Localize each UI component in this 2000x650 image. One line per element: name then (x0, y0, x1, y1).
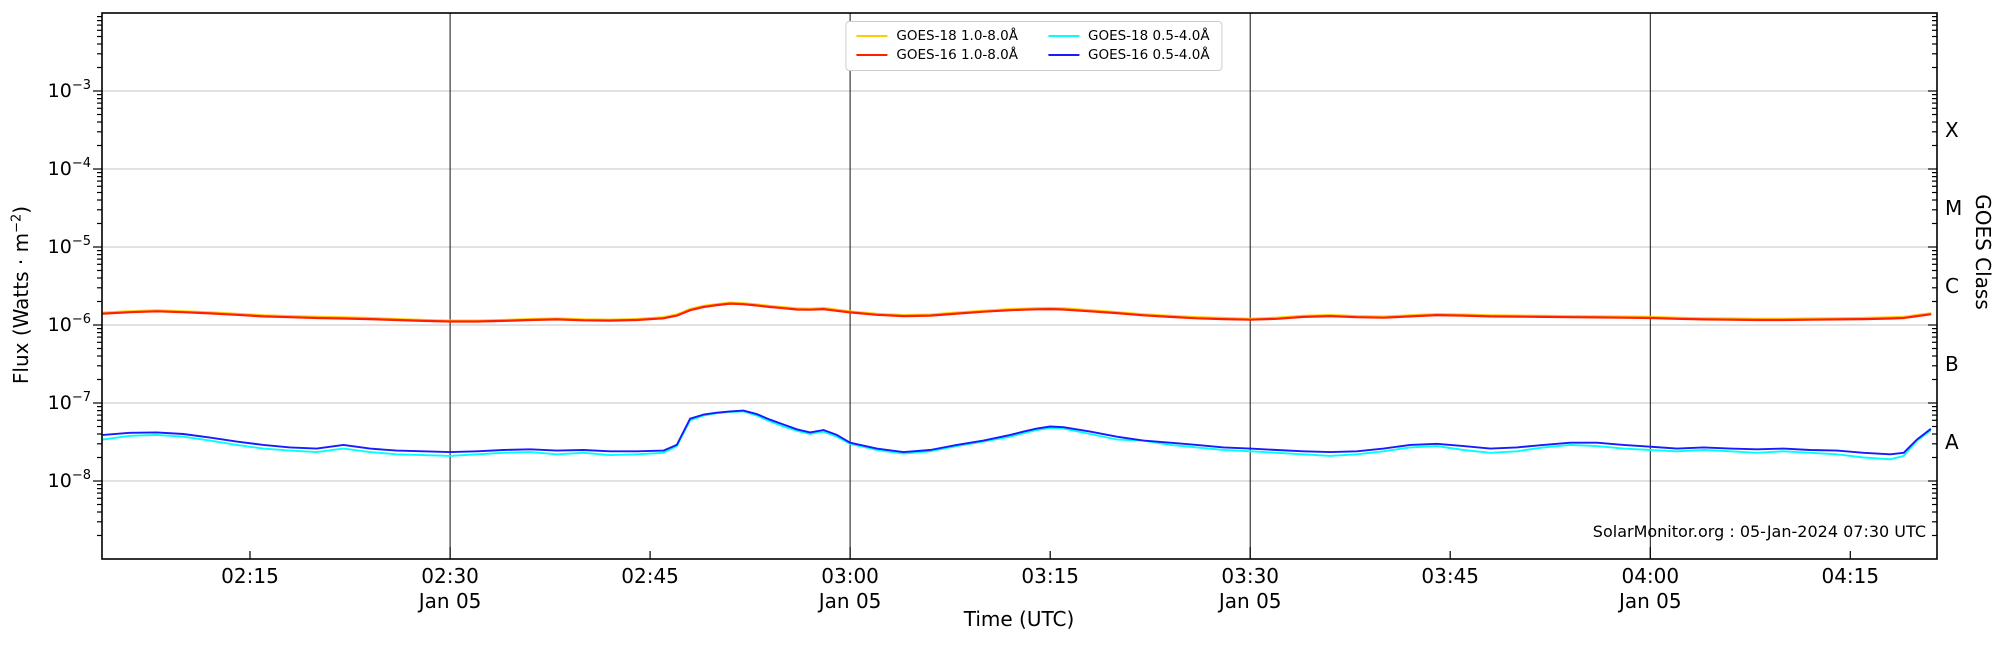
svg-text:03:15: 03:15 (1021, 564, 1079, 588)
svg-text:B: B (1945, 352, 1959, 376)
y-axis-title: Flux (Watts · m−2) (9, 206, 33, 384)
legend-line-swatch-yellow (856, 35, 888, 37)
y-axis-title-suffix: ) (9, 205, 33, 214)
legend-label: GOES-18 0.5-4.0Å (1088, 28, 1210, 44)
y-axis-title-text: Flux (Watts · m (9, 232, 33, 385)
svg-text:03:30: 03:30 (1221, 564, 1279, 588)
legend-line-swatch-cyan (1048, 35, 1079, 37)
svg-text:Jan 05: Jan 05 (1217, 589, 1282, 613)
legend-label: GOES-18 1.0-8.0Å (896, 28, 1018, 44)
svg-text:A: A (1945, 430, 1959, 454)
svg-text:02:30: 02:30 (421, 564, 479, 588)
series-goes16-short (102, 409, 1932, 456)
legend-item-goes18-long: GOES-18 1.0-8.0Å (856, 28, 1018, 44)
legend-item-goes16-short: GOES-16 0.5-4.0Å (1048, 47, 1210, 63)
svg-text:M: M (1945, 196, 1962, 220)
right-axis-title: GOES Class (1971, 194, 1995, 310)
svg-text:02:15: 02:15 (221, 564, 279, 588)
x-axis-ticks (249, 547, 1851, 559)
svg-text:10−6: 10−6 (48, 312, 91, 336)
svg-text:10−4: 10−4 (48, 156, 91, 180)
svg-text:03:45: 03:45 (1421, 564, 1479, 588)
major-time-gridlines (449, 13, 1651, 559)
legend-label: GOES-16 0.5-4.0Å (1088, 47, 1210, 63)
svg-text:10−5: 10−5 (48, 234, 91, 258)
legend-box: GOES-18 1.0-8.0Å GOES-16 1.0-8.0Å GOES-1… (845, 21, 1223, 71)
svg-text:03:00: 03:00 (821, 564, 879, 588)
y-axis-ticks (93, 16, 1937, 537)
legend-line-swatch-blue (1048, 54, 1079, 56)
svg-text:04:15: 04:15 (1821, 564, 1879, 588)
svg-text:Jan 05: Jan 05 (817, 589, 882, 613)
legend-item-goes18-short: GOES-18 0.5-4.0Å (1048, 28, 1210, 44)
series-goes16-long (102, 302, 1932, 323)
svg-text:C: C (1945, 274, 1959, 298)
goes-class-labels: X M C B A (1945, 118, 1962, 454)
svg-text:02:45: 02:45 (621, 564, 679, 588)
plot-frame (101, 12, 1938, 560)
y-axis-title-superscript: −2 (9, 213, 25, 233)
svg-text:X: X (1945, 118, 1959, 142)
legend-label: GOES-16 1.0-8.0Å (896, 47, 1018, 63)
svg-text:10−3: 10−3 (48, 78, 91, 102)
svg-text:Jan 05: Jan 05 (417, 589, 482, 613)
svg-text:10−8: 10−8 (48, 468, 91, 492)
svg-text:04:00: 04:00 (1621, 564, 1679, 588)
x-axis-title: Time (UTC) (963, 607, 1075, 631)
legend-line-swatch-red (856, 54, 888, 56)
series-goes18-short (102, 410, 1932, 461)
decade-gridlines (102, 90, 1937, 482)
y-axis-tick-labels: 10−3 10−4 10−5 10−6 10−7 10−8 (48, 78, 91, 492)
svg-text:Jan 05: Jan 05 (1617, 589, 1682, 613)
watermark: SolarMonitor.org : 05-Jan-2024 07:30 UTC (1592, 522, 1926, 541)
svg-text:10−7: 10−7 (48, 390, 91, 414)
legend-item-goes16-long: GOES-16 1.0-8.0Å (856, 47, 1018, 63)
